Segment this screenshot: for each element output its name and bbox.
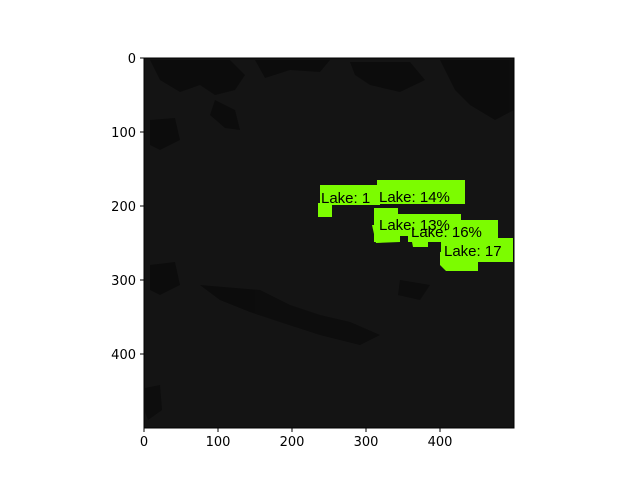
x-tick-label: 0 [140, 435, 148, 450]
x-tick-label: 100 [206, 435, 231, 450]
y-axis: 0 100 200 300 400 [111, 52, 144, 363]
x-tick-label: 200 [280, 435, 305, 450]
y-tick-label: 0 [128, 52, 136, 67]
detection-label: Lake: 1 [321, 190, 370, 207]
lake-region [318, 203, 332, 217]
y-tick-label: 400 [111, 348, 136, 363]
y-tick-label: 300 [111, 274, 136, 289]
terrain-texture [145, 60, 514, 420]
y-tick-label: 200 [111, 200, 136, 215]
detection-label: Lake: 14% [379, 189, 450, 206]
y-tick-label: 100 [111, 126, 136, 141]
image-panel: Lake: 1 Lake: 14% Lake: 13% Lake: 16% La… [144, 58, 514, 428]
detection-label: Lake: 13% [379, 217, 450, 234]
x-tick-label: 300 [354, 435, 379, 450]
x-tick-label: 400 [428, 435, 453, 450]
x-axis: 0 100 200 300 400 [140, 428, 453, 450]
label-boxes [320, 180, 513, 262]
detection-label: Lake: 17 [444, 243, 502, 260]
detection-label: Lake: 16% [411, 224, 482, 241]
axes-frame [143, 57, 515, 429]
